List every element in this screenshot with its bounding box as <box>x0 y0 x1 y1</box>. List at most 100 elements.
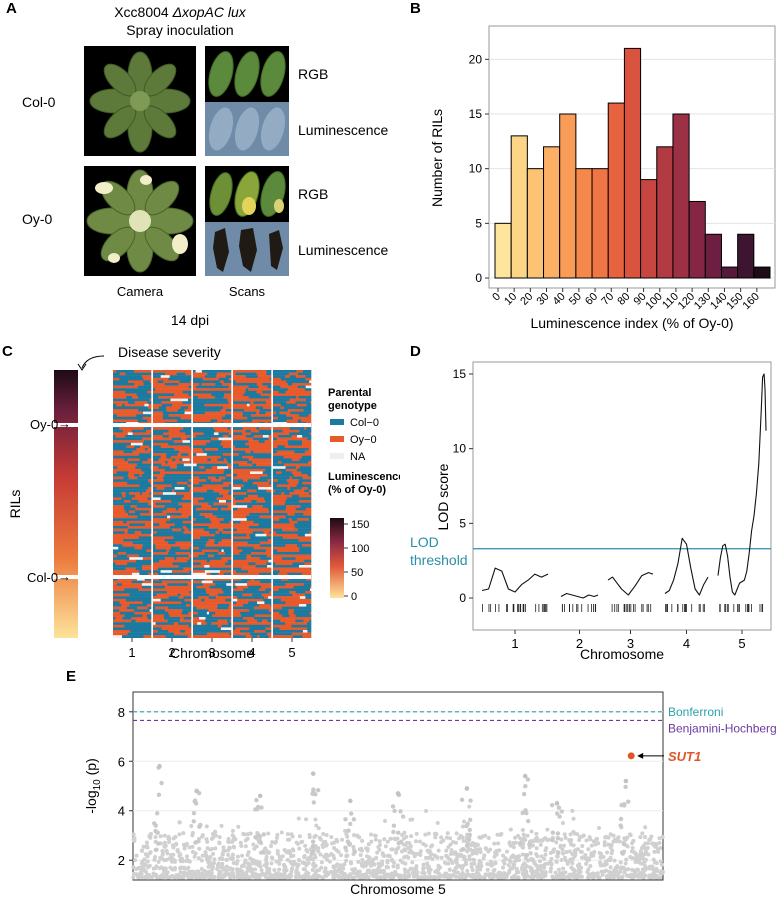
manhattan-point <box>614 839 619 844</box>
heatmap-cell <box>281 572 288 576</box>
heatmap-cell <box>294 513 304 516</box>
heatmap-cell <box>149 598 152 602</box>
heatmap-cell <box>273 437 278 441</box>
heatmap-cell <box>196 585 206 589</box>
legend-lum-colorbar <box>330 518 344 598</box>
heatmap-cell <box>286 393 298 397</box>
manhattan-point <box>261 832 266 837</box>
heatmap-cell <box>168 442 175 446</box>
heatmap-cell <box>218 432 225 436</box>
heatmap-cell <box>139 570 148 573</box>
manhattan-point <box>385 839 390 844</box>
heatmap-cell <box>248 385 259 389</box>
heatmap-cell <box>240 630 255 633</box>
heatmap-cell <box>193 588 206 592</box>
heatmap-cell <box>308 448 312 451</box>
manhattan-point <box>186 875 191 880</box>
heatmap-cell <box>153 588 160 592</box>
heatmap-cell <box>256 627 266 631</box>
heatmap-cell <box>247 583 257 586</box>
manhattan-point <box>217 835 222 840</box>
manhattan-point <box>224 857 229 862</box>
heatmap-cell <box>307 557 312 560</box>
heatmap-x-tick-label: 4 <box>248 645 255 660</box>
manhattan-point <box>559 837 564 842</box>
lod-curve <box>481 567 549 593</box>
manhattan-points <box>131 763 665 880</box>
heatmap-cell <box>153 401 162 404</box>
bh-label: Benjamini-Hochberg <box>668 721 777 735</box>
heatmap-cell <box>202 377 208 381</box>
heatmap-cell <box>153 507 156 511</box>
heatmap-cell <box>302 398 307 402</box>
heatmap-cell <box>273 601 286 605</box>
manhattan-point <box>483 846 488 851</box>
manhattan-point <box>550 874 555 879</box>
manhattan-point <box>627 832 632 837</box>
manhattan-point <box>275 851 280 856</box>
heatmap-cell <box>262 513 272 516</box>
heatmap-cell <box>215 593 219 597</box>
heatmap-cell <box>265 500 272 503</box>
heatmap-cell <box>233 466 249 469</box>
heatmap-cell <box>297 601 309 605</box>
heatmap-cell <box>193 487 210 490</box>
heatmap-cell <box>204 565 210 568</box>
heatmap-cell <box>113 544 123 547</box>
manhattan-point <box>411 874 416 879</box>
heatmap-cell <box>158 398 171 402</box>
heatmap-cell <box>178 383 184 386</box>
scan-label-lum-2: Luminescence <box>298 242 389 258</box>
heatmap-cell <box>273 624 288 628</box>
heatmap-cell <box>307 437 312 441</box>
heatmap-cell <box>113 515 129 519</box>
heatmap-cell <box>160 471 166 475</box>
heatmap-cell <box>113 518 126 521</box>
heatmap-cell <box>262 414 272 417</box>
heatmap-cell <box>168 403 173 407</box>
heatmap-cell <box>273 372 282 376</box>
heatmap-cell <box>248 466 264 469</box>
manhattan-point <box>192 854 197 859</box>
heatmap-cell <box>150 442 152 446</box>
heatmap-cell <box>208 442 215 446</box>
heatmap-cell <box>258 487 268 490</box>
heatmap-cell <box>233 390 246 394</box>
heatmap-cell <box>257 484 272 488</box>
manhattan-point <box>425 865 430 870</box>
manhattan-point <box>467 857 472 862</box>
heatmap-cell <box>299 466 309 469</box>
heatmap-cell <box>113 557 124 560</box>
manhattan-point <box>222 848 227 853</box>
heatmap-cell <box>135 466 143 469</box>
manhattan-point <box>184 858 189 863</box>
manhattan-point <box>524 853 530 858</box>
heatmap-cell <box>269 531 272 534</box>
heatmap-cell <box>254 617 268 620</box>
heatmap-cell <box>287 487 291 490</box>
heatmap-cell <box>134 427 144 430</box>
heatmap-cell <box>230 624 232 628</box>
heatmap-cell <box>256 583 270 586</box>
heatmap-cell <box>188 515 192 519</box>
histogram-bar <box>753 266 771 279</box>
manhattan-point <box>521 832 526 837</box>
manhattan-point <box>169 853 174 858</box>
heatmap-cell <box>153 487 157 490</box>
heatmap-cell <box>210 450 225 454</box>
heatmap-cell <box>174 393 189 397</box>
heatmap-cell <box>193 627 198 631</box>
manhattan-point <box>563 835 568 840</box>
manhattan-point <box>134 853 139 858</box>
heatmap-cell <box>155 437 170 441</box>
heatmap-cell <box>137 544 143 547</box>
heatmap-cell <box>113 375 128 378</box>
heatmap-cell <box>304 372 312 376</box>
manhattan-point <box>294 840 299 845</box>
heatmap-cell <box>142 466 151 469</box>
manhattan-point <box>333 868 338 873</box>
heatmap-cell <box>233 536 240 540</box>
heatmap-cell <box>146 604 152 607</box>
heatmap-cell <box>265 505 272 508</box>
heatmap-cell <box>162 416 170 420</box>
